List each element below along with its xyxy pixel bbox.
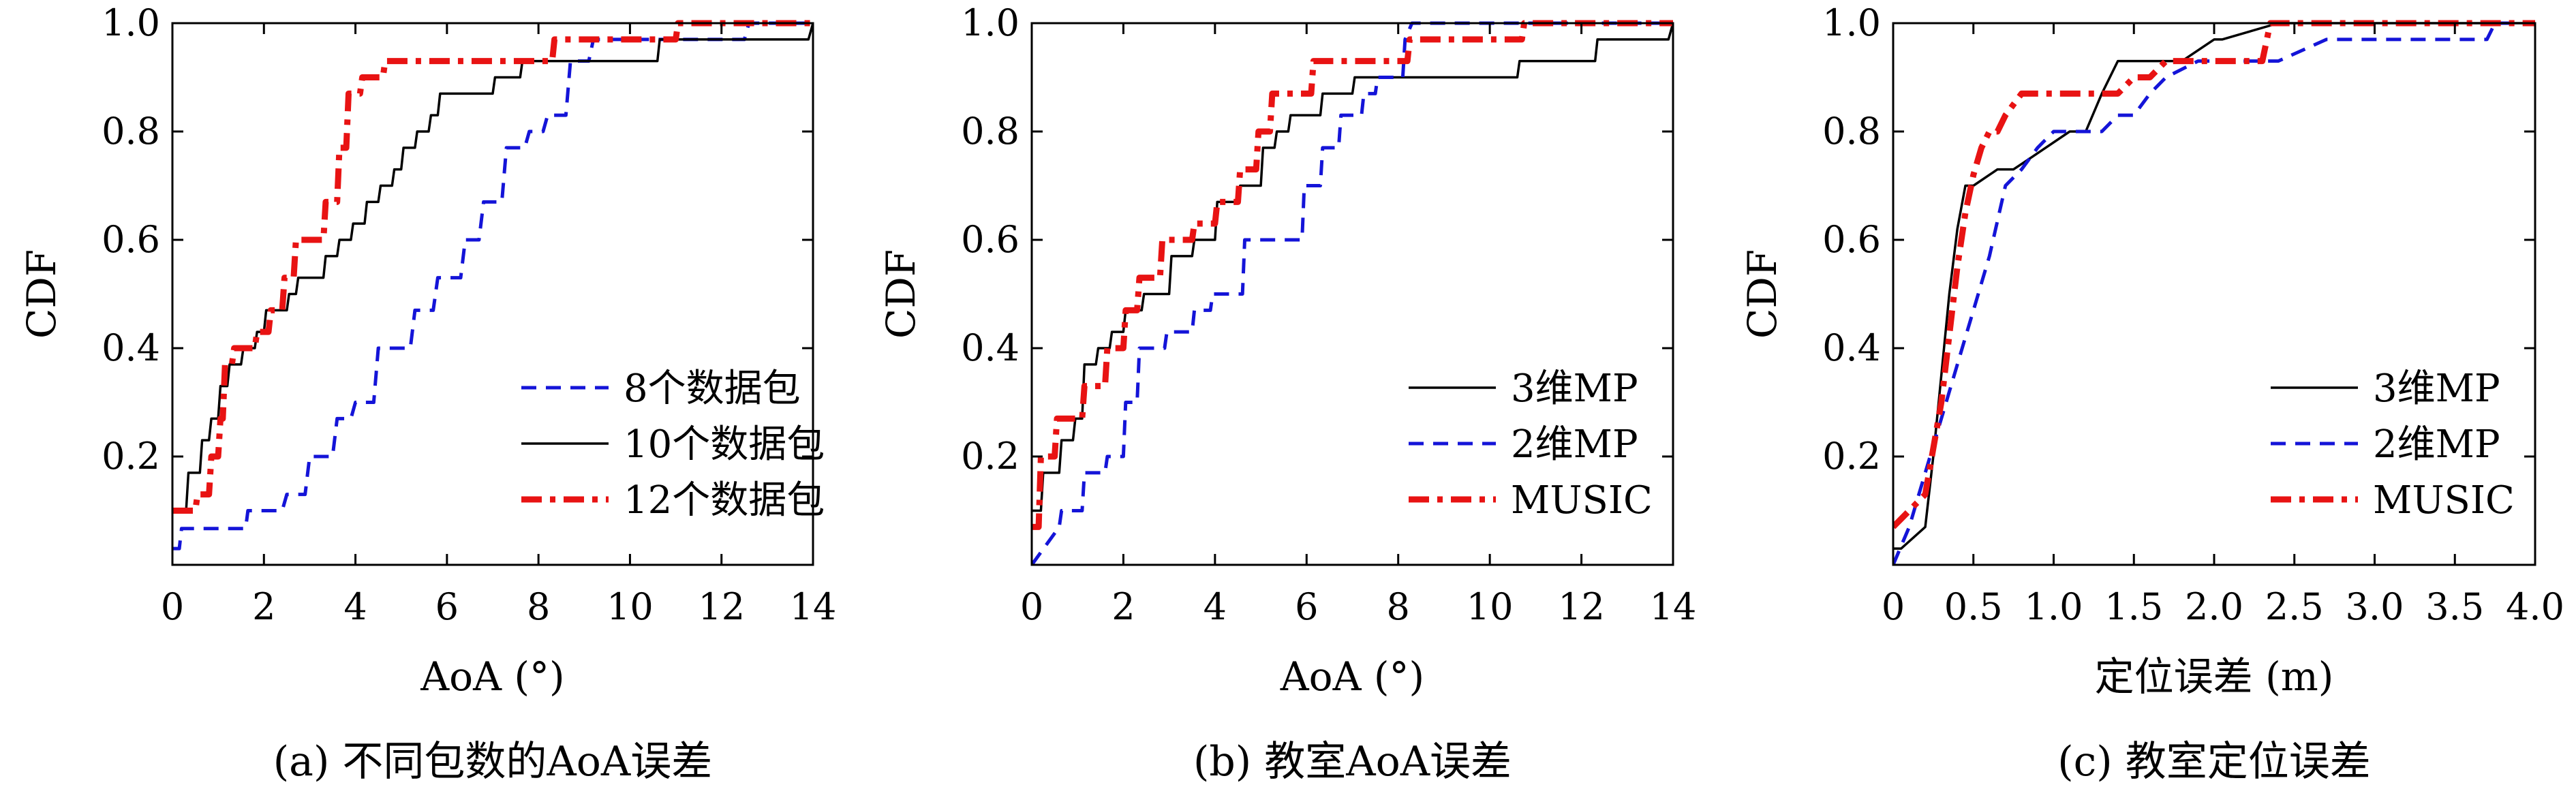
chart-2-xtick-label-7: 3.5 bbox=[2425, 585, 2484, 628]
chart-2-legend: 3维MP 2维MP MUSIC bbox=[2271, 367, 2515, 523]
chart-1-ytick-label-2: 0.6 bbox=[961, 218, 1019, 261]
chart-1-panel: 0 2 4 6 8 10 12 14 0.2 0.4 0.6 0.8 1.0 AoA (°) CDF (b) … bbox=[878, 1, 1696, 786]
chart-2-series-0-line bbox=[1893, 22, 2535, 550]
chart-2-caption: (c) 教室定位误差 bbox=[2057, 738, 2371, 786]
chart-1-xtick-label-2: 4 bbox=[1203, 585, 1227, 628]
chart-1-ylabel: CDF bbox=[878, 249, 924, 339]
chart-1-ytick-label-1: 0.4 bbox=[961, 326, 1019, 369]
chart-1-series-1-line bbox=[1032, 21, 1673, 566]
chart-0-xtick-label-7: 14 bbox=[790, 585, 837, 628]
chart-2-panel: 0 0.5 1.0 1.5 2.0 2.5 3.0 3.5 4.0 0.2 0.4 0.6 0.8 1.0… bbox=[1739, 1, 2564, 786]
chart-0-caption: (a) 不同包数的AoA误差 bbox=[273, 738, 712, 786]
chart-2-xlabel: 定位误差 (m) bbox=[2095, 653, 2334, 700]
chart-0-axes-frame bbox=[171, 22, 814, 566]
chart-2-xtick-label-4: 2.0 bbox=[2185, 585, 2243, 628]
chart-2-legend-label-2: MUSIC bbox=[2373, 478, 2515, 523]
chart-1-xtick-label-3: 6 bbox=[1295, 585, 1318, 628]
chart-2-legend-label-0: 3维MP bbox=[2373, 367, 2500, 411]
chart-2-ytick-label-4: 1.0 bbox=[1822, 1, 1881, 44]
chart-2-ytick-label-3: 0.8 bbox=[1822, 110, 1881, 153]
chart-2-xtick-label-0: 0 bbox=[1882, 585, 1905, 628]
chart-0-xtick-label-5: 10 bbox=[607, 585, 654, 628]
chart-1-xtick-label-5: 10 bbox=[1467, 585, 1514, 628]
chart-1-xlabel: AoA (°) bbox=[1280, 653, 1424, 700]
chart-1-ytick-label-3: 0.8 bbox=[961, 110, 1019, 153]
chart-0-legend: 8个数据包 10个数据包 12个数据包 bbox=[521, 367, 825, 523]
chart-1-xtick-label-0: 0 bbox=[1020, 585, 1043, 628]
chart-2-xtick-label-5: 2.5 bbox=[2265, 585, 2324, 628]
chart-1-legend: 3维MP 2维MP MUSIC bbox=[1409, 367, 1653, 523]
chart-1-xtick-label-7: 14 bbox=[1650, 585, 1697, 628]
chart-0-xlabel: AoA (°) bbox=[420, 653, 564, 700]
chart-0-xtick-label-3: 6 bbox=[435, 585, 459, 628]
chart-1-caption: (b) 教室AoA误差 bbox=[1193, 738, 1512, 786]
chart-1-legend-label-2: MUSIC bbox=[1511, 478, 1653, 523]
chart-2-series-1-line bbox=[1893, 21, 2535, 566]
chart-0-ylabel: CDF bbox=[18, 249, 65, 339]
chart-0-xtick-label-4: 8 bbox=[527, 585, 550, 628]
chart-1-xtick-label-4: 8 bbox=[1387, 585, 1410, 628]
chart-2-ylabel: CDF bbox=[1739, 249, 1785, 339]
chart-0-ytick-label-3: 0.8 bbox=[102, 110, 160, 153]
chart-0-legend-label-0: 8个数据包 bbox=[624, 367, 801, 411]
chart-1-axes-frame bbox=[1030, 22, 1674, 566]
chart-2-series-2-line bbox=[1893, 20, 2535, 529]
chart-0-ytick-label-1: 0.4 bbox=[102, 326, 160, 369]
chart-1-ytick-label-0: 0.2 bbox=[961, 435, 1019, 478]
chart-2-ytick-label-2: 0.6 bbox=[1822, 218, 1881, 261]
chart-1-legend-label-1: 2维MP bbox=[1511, 422, 1638, 467]
chart-1-xtick-label-6: 12 bbox=[1558, 585, 1605, 628]
chart-1-xtick-label-1: 2 bbox=[1111, 585, 1135, 628]
chart-0-ytick-label-0: 0.2 bbox=[102, 435, 160, 478]
chart-2-xtick-label-3: 1.5 bbox=[2104, 585, 2163, 628]
chart-1-ytick-label-4: 1.0 bbox=[961, 1, 1019, 44]
chart-0-ytick-label-4: 1.0 bbox=[102, 1, 160, 44]
chart-0-legend-label-1: 10个数据包 bbox=[624, 422, 825, 467]
chart-2-legend-label-1: 2维MP bbox=[2373, 422, 2500, 467]
chart-2-xtick-label-1: 0.5 bbox=[1944, 585, 2003, 628]
chart-0-xtick-label-6: 12 bbox=[698, 585, 745, 628]
chart-0-panel: 0 2 4 6 8 10 12 14 0.2 0.4 0.6 0.8 1.0 AoA (°) CDF (a) … bbox=[18, 1, 836, 786]
chart-0-xtick-label-1: 2 bbox=[252, 585, 275, 628]
chart-0-series-0-line bbox=[172, 21, 813, 551]
chart-1-series-2-line bbox=[1032, 20, 1673, 530]
chart-0-series-1-line bbox=[172, 22, 813, 512]
chart-2-ytick-label-1: 0.4 bbox=[1822, 326, 1881, 369]
chart-1-legend-label-0: 3维MP bbox=[1511, 367, 1638, 411]
chart-2-xtick-label-2: 1.0 bbox=[2025, 585, 2083, 628]
chart-0-ytick-label-2: 0.6 bbox=[102, 218, 160, 261]
chart-0-xtick-label-2: 4 bbox=[343, 585, 367, 628]
chart-0-series-2-line bbox=[172, 20, 813, 514]
chart-2-xtick-label-6: 3.0 bbox=[2346, 585, 2404, 628]
chart-2-xtick-label-8: 4.0 bbox=[2506, 585, 2564, 628]
chart-0-legend-label-2: 12个数据包 bbox=[624, 478, 825, 523]
chart-2-ytick-label-0: 0.2 bbox=[1822, 435, 1881, 478]
chart-0-xtick-label-0: 0 bbox=[161, 585, 184, 628]
